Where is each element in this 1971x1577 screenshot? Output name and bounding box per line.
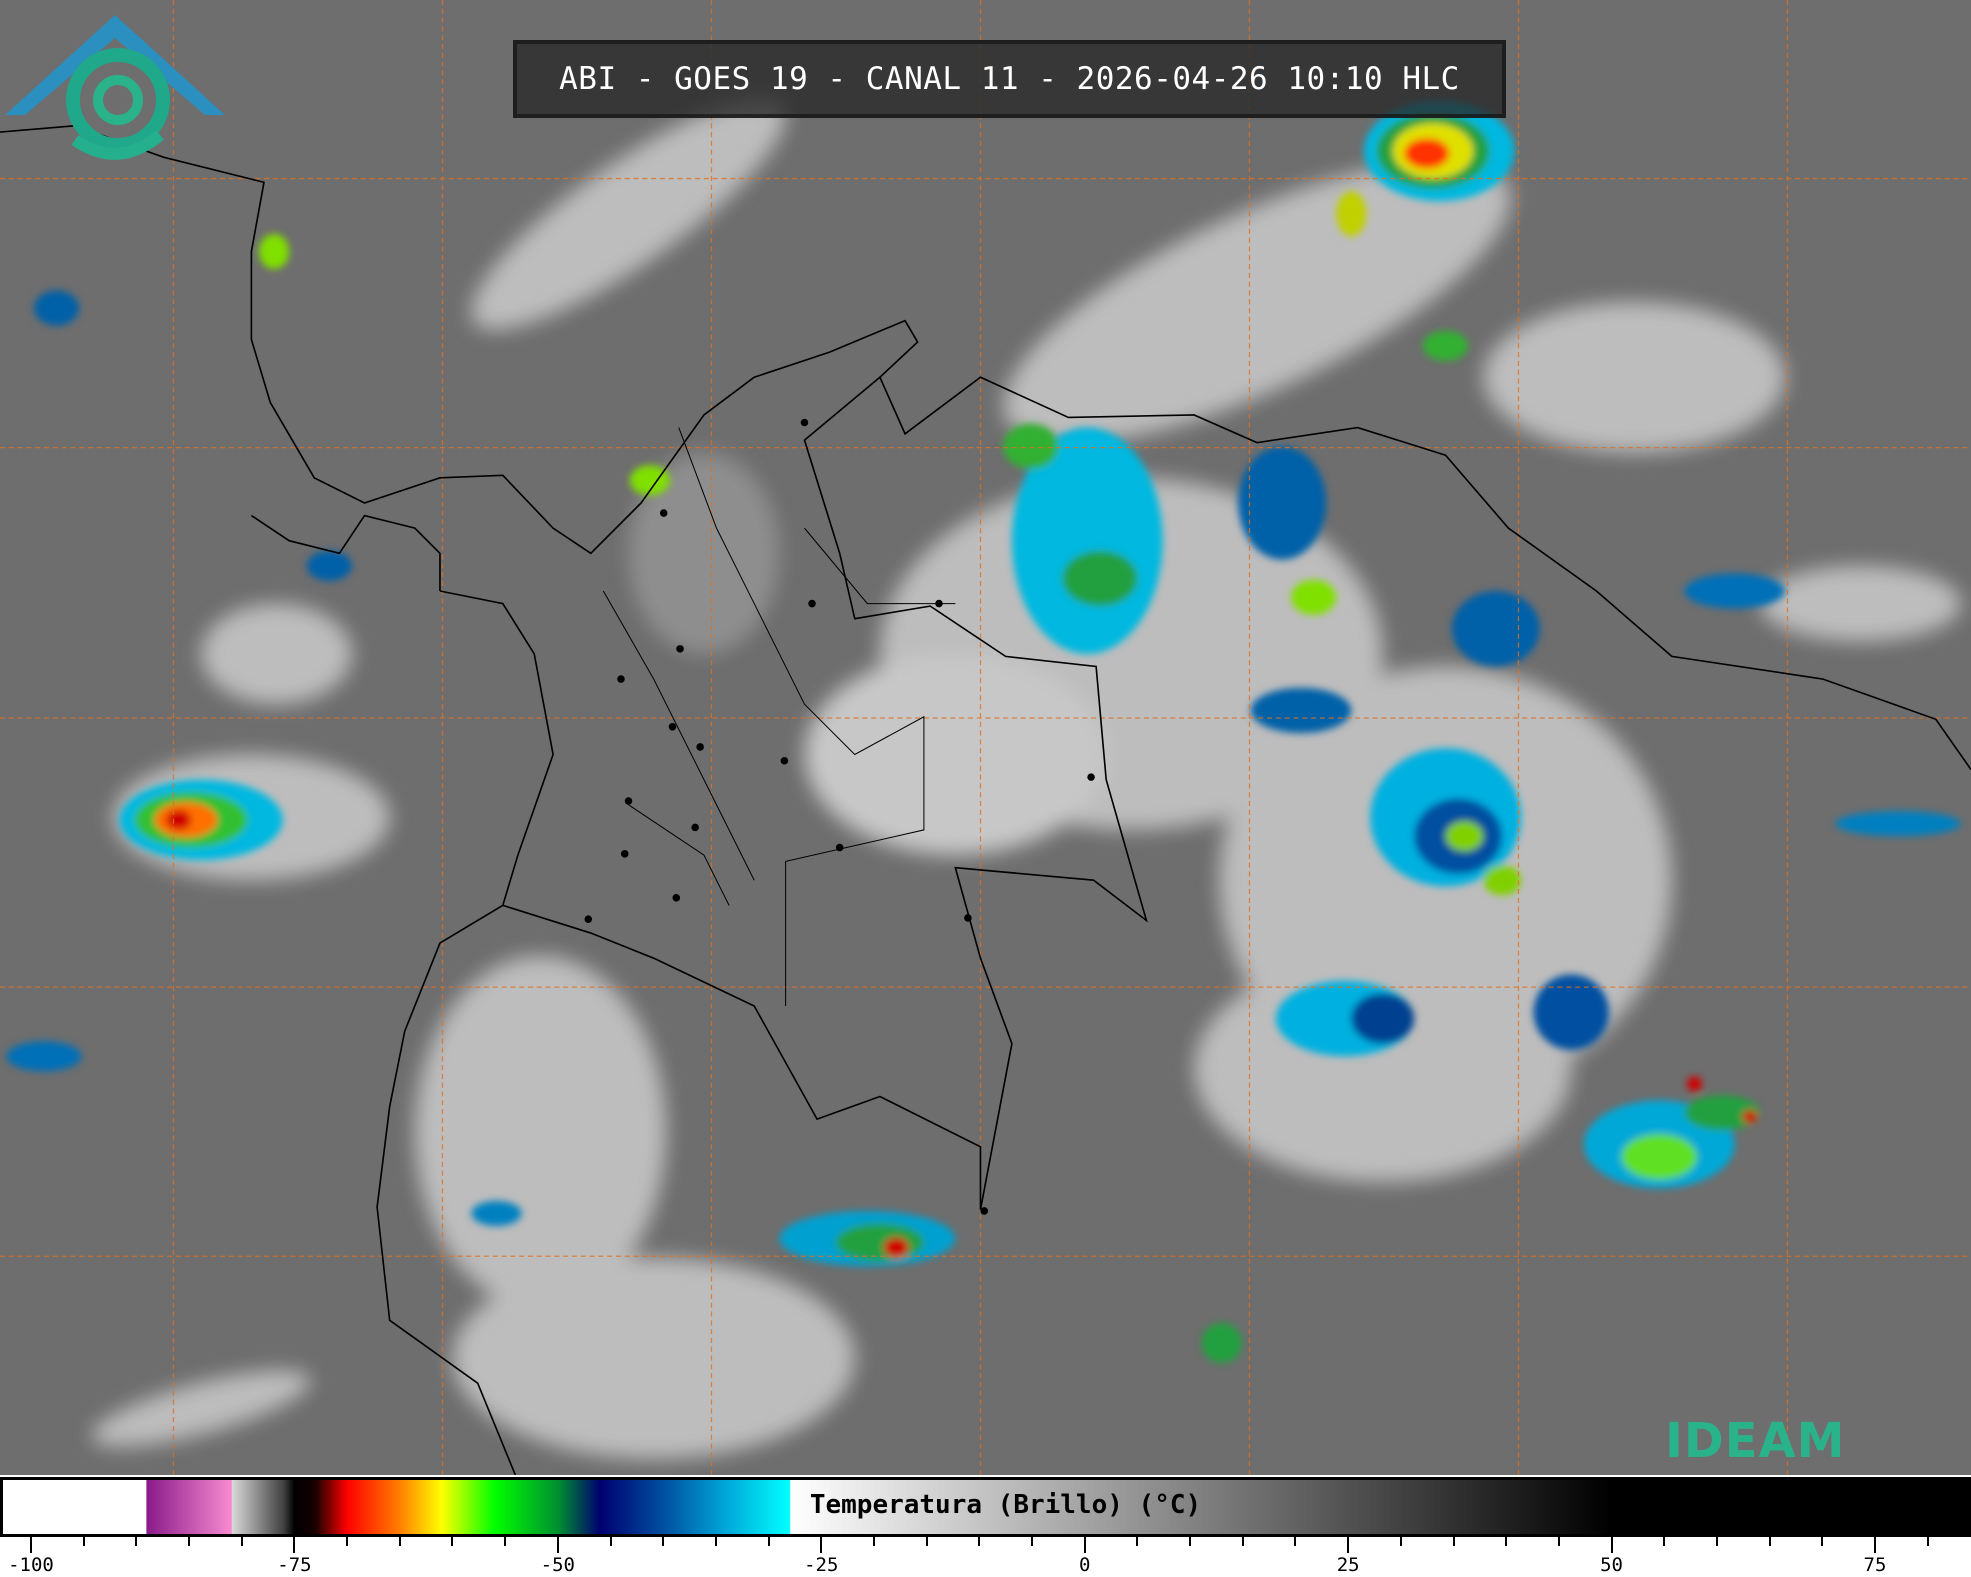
minor-tick: [451, 1537, 454, 1546]
minor-tick: [609, 1537, 612, 1546]
minor-tick: [1294, 1537, 1297, 1546]
colombia-border: [502, 376, 1148, 1210]
storm-cell: [1583, 1076, 1760, 1189]
minor-tick: [240, 1537, 243, 1546]
minor-tick: [1926, 1537, 1929, 1546]
department-borders: [602, 427, 956, 1006]
gridlines: [0, 0, 1971, 1475]
minor-tick: [1189, 1537, 1192, 1546]
tick-label: 75: [1863, 1554, 1887, 1576]
major-tick: [30, 1537, 32, 1553]
minor-tick: [1136, 1537, 1139, 1546]
title-banner: ABI - GOES 19 - CANAL 11 - 2026-04-26 10…: [513, 40, 1506, 118]
storm-cell: [1363, 100, 1515, 202]
colorbar-label: Temperatura (Brillo) (°C): [809, 1490, 1202, 1520]
minor-tick: [767, 1537, 770, 1546]
minor-tick: [1452, 1537, 1455, 1546]
minor-tick: [1031, 1537, 1034, 1546]
minor-tick: [872, 1537, 875, 1546]
roof-icon: [5, 15, 225, 115]
minor-tick: [1399, 1537, 1402, 1546]
major-tick: [293, 1537, 296, 1553]
minor-tick: [346, 1537, 349, 1546]
tick-label: -50: [540, 1554, 576, 1576]
minor-tick: [1505, 1537, 1508, 1546]
storm-cell: [1238, 446, 1337, 615]
storm-cell: [779, 1210, 956, 1267]
storm-cell: [1370, 748, 1521, 896]
major-tick: [1610, 1537, 1613, 1553]
minor-tick: [82, 1537, 85, 1546]
storm-cell: [6, 191, 1469, 1364]
major-tick: [1874, 1537, 1876, 1553]
minor-tick: [714, 1537, 717, 1546]
major-tick: [820, 1537, 823, 1553]
tick-label: 25: [1336, 1554, 1360, 1576]
major-tick: [556, 1537, 559, 1553]
minor-tick: [135, 1537, 138, 1546]
cloud-cover: [91, 98, 1961, 1459]
tick-label: -75: [277, 1554, 312, 1576]
pacific-coastline: [250, 514, 554, 1475]
storm-cell: [1003, 423, 1163, 654]
title-text: ABI - GOES 19 - CANAL 11 - 2026-04-26 10…: [559, 61, 1460, 97]
ideam-logo: [5, 15, 225, 160]
city-markers: [584, 418, 1095, 1215]
convective-storms: [6, 100, 1961, 1364]
tick-label: -25: [804, 1554, 839, 1576]
minor-tick: [1715, 1537, 1718, 1546]
major-tick: [1083, 1537, 1086, 1553]
coastlines-borders: [0, 124, 1971, 1475]
minor-tick: [1768, 1537, 1771, 1546]
satellite-map: ABI - GOES 19 - CANAL 11 - 2026-04-26 10…: [0, 0, 1971, 1475]
minor-tick: [1821, 1537, 1824, 1546]
satellite-imagery: [0, 0, 1971, 1475]
colorbar: [3, 1480, 1971, 1534]
minor-tick: [1241, 1537, 1244, 1546]
minor-tick: [978, 1537, 981, 1546]
storm-cell: [1275, 980, 1415, 1057]
minor-tick: [925, 1537, 928, 1546]
minor-tick: [662, 1537, 665, 1546]
tick-label: -100: [8, 1554, 54, 1576]
storm-cell: [119, 779, 283, 861]
minor-tick: [398, 1537, 401, 1546]
tick-label: 50: [1600, 1554, 1624, 1576]
colorbar-ticks: -100 -75 -50 -25 0 25 50 75: [0, 1537, 1971, 1577]
tick-label: 0: [1078, 1554, 1091, 1576]
minor-tick: [504, 1537, 507, 1546]
minor-tick: [1663, 1537, 1666, 1546]
minor-tick: [1557, 1537, 1560, 1546]
minor-tick: [188, 1537, 191, 1546]
caribbean-coastline: [0, 124, 1971, 771]
major-tick: [1347, 1537, 1350, 1553]
logo-text: IDEAM: [1665, 1413, 1846, 1469]
